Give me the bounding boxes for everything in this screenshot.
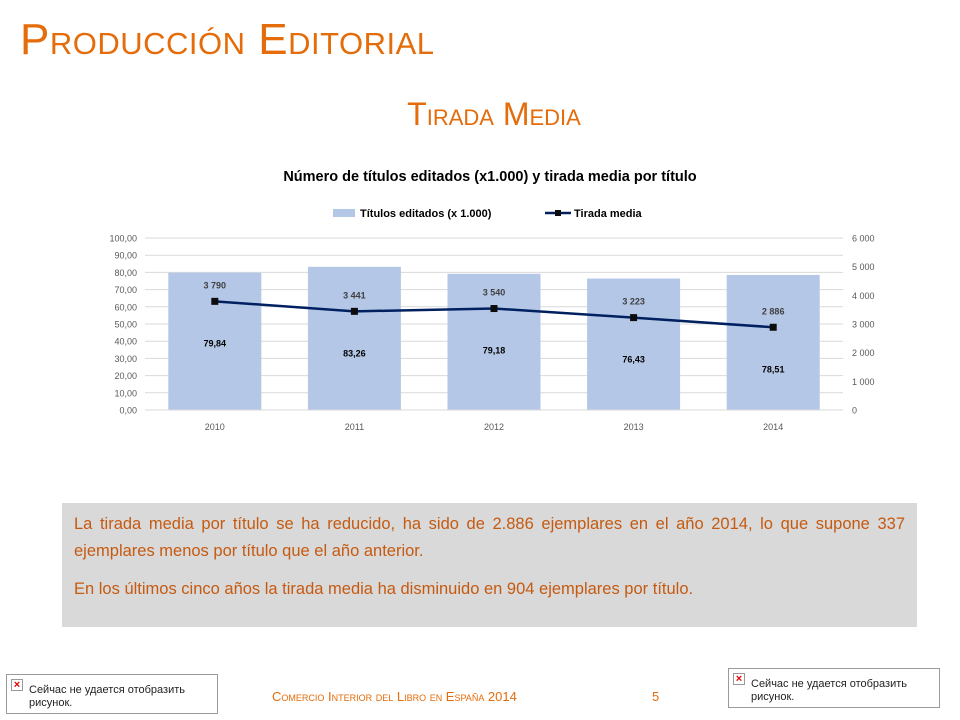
x-tick-label: 2010 (205, 422, 225, 432)
bar (168, 272, 262, 410)
y-right-tick-label: 5 000 (852, 262, 875, 272)
legend-label-bars: Títulos editados (x 1.000) (360, 208, 492, 220)
y-left-tick-label: 0,00 (119, 406, 137, 416)
y-right-tick-label: 6 000 (852, 234, 875, 244)
broken-image-message: Сейчас не удается отобразить рисунок. (751, 678, 907, 703)
chart-title: Número de títulos editados (x1.000) y ti… (283, 169, 696, 185)
chart-legend: Títulos editados (x 1.000) Tirada media (333, 208, 643, 220)
bar (726, 274, 820, 410)
line-data-label: 3 441 (343, 290, 366, 300)
broken-image-message: Сейчас не удается отобразить рисунок. (29, 684, 185, 709)
bar (587, 278, 681, 410)
y-right-tick-label: 1 000 (852, 377, 875, 387)
line-point (350, 307, 358, 315)
y-left-tick-label: 60,00 (114, 302, 137, 312)
note-paragraph-2: En los últimos cinco años la tirada medi… (74, 580, 694, 598)
x-tick-label: 2013 (624, 422, 644, 432)
note-paragraph-1: La tirada media por título se ha reducid… (74, 515, 905, 560)
y-left-tick-label: 90,00 (114, 251, 137, 261)
x-tick-label: 2012 (484, 422, 504, 432)
y-left-tick-label: 20,00 (114, 371, 137, 381)
line-point (490, 305, 498, 313)
legend-swatch-bars (333, 209, 355, 217)
broken-image-left: × Сейчас не удается отобразить рисунок. (6, 674, 218, 714)
page-title: Producción Editorial (20, 15, 435, 64)
note-box: La tirada media por título se ha reducid… (62, 503, 917, 627)
page-number: 5 (652, 689, 660, 704)
y-left-tick-label: 70,00 (114, 285, 137, 295)
line-data-label: 2 886 (762, 306, 785, 316)
x-tick-label: 2011 (345, 422, 364, 432)
y-right-tick-label: 4 000 (852, 291, 875, 301)
bar (307, 266, 401, 410)
y-right-tick-label: 0 (852, 406, 857, 416)
line-data-label: 3 790 (204, 280, 227, 290)
y-left-tick-label: 30,00 (114, 354, 137, 364)
chart: Número de títulos editados (x1.000) y ti… (109, 169, 875, 432)
section-title: Tirada Media (407, 96, 581, 132)
broken-image-icon: × (733, 673, 745, 685)
bar (447, 273, 541, 410)
legend-marker-line (555, 210, 561, 216)
bar-data-label: 83,26 (343, 348, 366, 358)
y-right-tick-label: 2 000 (852, 348, 875, 358)
broken-image-right: × Сейчас не удается отобразить рисунок. (728, 668, 940, 708)
broken-image-icon: × (11, 679, 23, 691)
line-point (769, 323, 777, 331)
line-data-label: 3 540 (483, 288, 506, 298)
y-left-tick-label: 100,00 (109, 234, 137, 244)
y-left-tick-label: 50,00 (114, 320, 137, 330)
legend-label-line: Tirada media (574, 208, 643, 220)
y-left-tick-label: 40,00 (114, 337, 137, 347)
bar-data-label: 79,84 (204, 338, 227, 348)
line-data-label: 3 223 (622, 297, 645, 307)
x-tick-label: 2014 (763, 422, 783, 432)
footer-text: Comercio Interior del Libro en España 20… (272, 689, 517, 704)
bar-data-label: 79,18 (483, 346, 506, 356)
bar-data-label: 78,51 (762, 364, 785, 374)
line-point (211, 297, 219, 305)
bar-data-label: 76,43 (622, 355, 645, 365)
y-left-tick-label: 80,00 (114, 268, 137, 278)
line-point (630, 314, 638, 322)
y-left-tick-label: 10,00 (114, 388, 137, 398)
y-right-tick-label: 3 000 (852, 320, 875, 330)
